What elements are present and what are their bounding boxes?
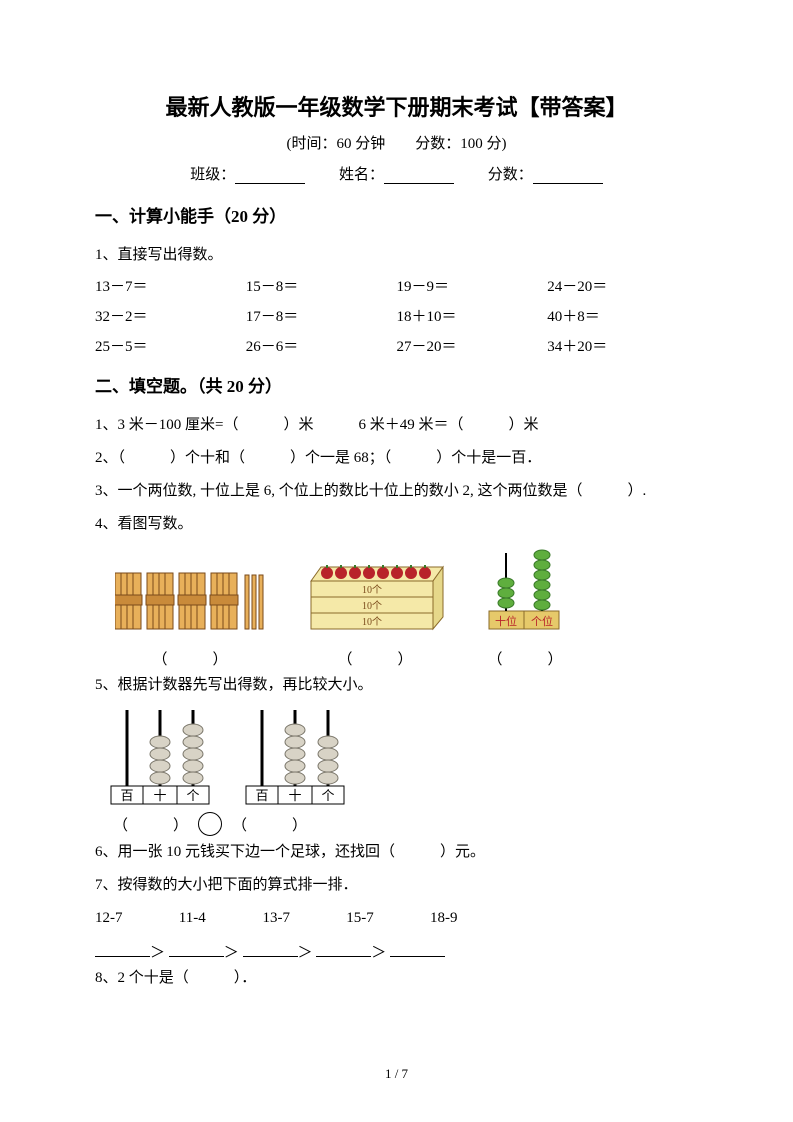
page-title: 最新人教版一年级数学下册期末考试【带答案】 (95, 90, 698, 122)
eq-row-3: 25－5＝ 26－6＝ 27－20＝ 34＋20＝ (95, 332, 698, 362)
s2-q5: 5、根据计数器先写出得数，再比较大小。 (95, 669, 698, 702)
abacus-green-figure: 十位 个位 （ ） (485, 549, 565, 669)
figure-row: （ ） 10个 10个 10个 (115, 549, 698, 669)
compare-line: （ ） （ ） (113, 812, 698, 836)
eq: 26－6＝ (246, 332, 397, 362)
order-blank[interactable] (169, 942, 224, 957)
s2-q7-items: 12-7 11-4 13-7 15-7 18-9 (95, 902, 698, 935)
eq: 34＋20＝ (547, 332, 698, 362)
svg-text:个位: 个位 (531, 614, 553, 628)
abacus-gray-2-icon: 百 十 个 (240, 708, 350, 808)
eq: 19－9＝ (397, 272, 548, 302)
eq: 18＋10＝ (397, 302, 548, 332)
fig-caption: （ ） (485, 648, 565, 669)
compare-circle[interactable] (198, 812, 222, 836)
eq: 13－7＝ (95, 272, 246, 302)
s2-q6: 6、用一张 10 元钱买下边一个足球，还找回（ ）元。 (95, 836, 698, 869)
name-blank[interactable] (384, 167, 454, 184)
sticks-icon (115, 569, 265, 635)
score-label: 分数： (488, 167, 533, 183)
eq: 15－8＝ (246, 272, 397, 302)
order-blanks: ＞ ＞ ＞ ＞ (95, 941, 698, 962)
blank-paren: （ ） (113, 814, 188, 835)
eq: 17－8＝ (246, 302, 397, 332)
score-blank[interactable] (533, 167, 603, 184)
s2-q4: 4、看图写数。 (95, 508, 698, 541)
abacus-green-icon: 十位 个位 (485, 549, 565, 635)
sticks-figure: （ ） (115, 569, 265, 669)
order-blank[interactable] (390, 942, 445, 957)
abacus-compare-row: 百 十 个 百 十 个 (105, 708, 698, 808)
s2-q7: 7、按得数的大小把下面的算式排一排． (95, 869, 698, 902)
eq: 25－5＝ (95, 332, 246, 362)
eq: 24－20＝ (547, 272, 698, 302)
class-label: 班级： (190, 167, 235, 183)
eq: 32－2＝ (95, 302, 246, 332)
s2-q1: 1、3 米－100 厘米=（ ）米 6 米＋49 米＝（ ）米 (95, 409, 698, 442)
order-blank[interactable] (95, 942, 150, 957)
subtitle: (时间：60 分钟 分数：100 分) (95, 132, 698, 153)
s2-q8: 8、2 个十是（ ）． (95, 962, 698, 995)
svg-text:十: 十 (288, 788, 301, 803)
fig-caption: （ ） (115, 648, 265, 669)
q1-label: 1、直接写出得数。 (95, 239, 698, 272)
abacus-gray-1-icon: 百 十 个 (105, 708, 215, 808)
blank-paren: （ ） (232, 814, 307, 835)
name-label: 姓名： (339, 167, 384, 183)
eq: 27－20＝ (397, 332, 548, 362)
svg-text:10个: 10个 (362, 584, 382, 596)
svg-text:10个: 10个 (362, 616, 382, 628)
svg-text:百: 百 (255, 788, 268, 803)
svg-text:个: 个 (321, 788, 334, 803)
page-number: 1 / 7 (0, 1066, 793, 1082)
svg-text:10个: 10个 (362, 600, 382, 612)
eq: 40＋8＝ (547, 302, 698, 332)
eq-row-2: 32－2＝ 17－8＝ 18＋10＝ 40＋8＝ (95, 302, 698, 332)
applebox-icon: 10个 10个 10个 (305, 559, 445, 635)
eq-row-1: 13－7＝ 15－8＝ 19－9＝ 24－20＝ (95, 272, 698, 302)
order-blank[interactable] (243, 942, 298, 957)
s2-q2: 2、（ ）个十和（ ）个一是 68；（ ）个十是一百． (95, 442, 698, 475)
section1-heading: 一、计算小能手（20 分） (95, 202, 698, 227)
svg-text:百: 百 (120, 788, 133, 803)
svg-text:个: 个 (186, 788, 199, 803)
info-line: 班级： 姓名： 分数： (95, 163, 698, 184)
svg-text:十位: 十位 (495, 614, 517, 628)
applebox-figure: 10个 10个 10个 （ ） (305, 559, 445, 669)
s2-q3: 3、一个两位数, 十位上是 6, 个位上的数比十位上的数小 2, 这个两位数是（… (95, 475, 698, 508)
section2-heading: 二、填空题。（共 20 分） (95, 372, 698, 397)
svg-text:十: 十 (153, 788, 166, 803)
order-blank[interactable] (316, 942, 371, 957)
class-blank[interactable] (235, 167, 305, 184)
fig-caption: （ ） (305, 648, 445, 669)
